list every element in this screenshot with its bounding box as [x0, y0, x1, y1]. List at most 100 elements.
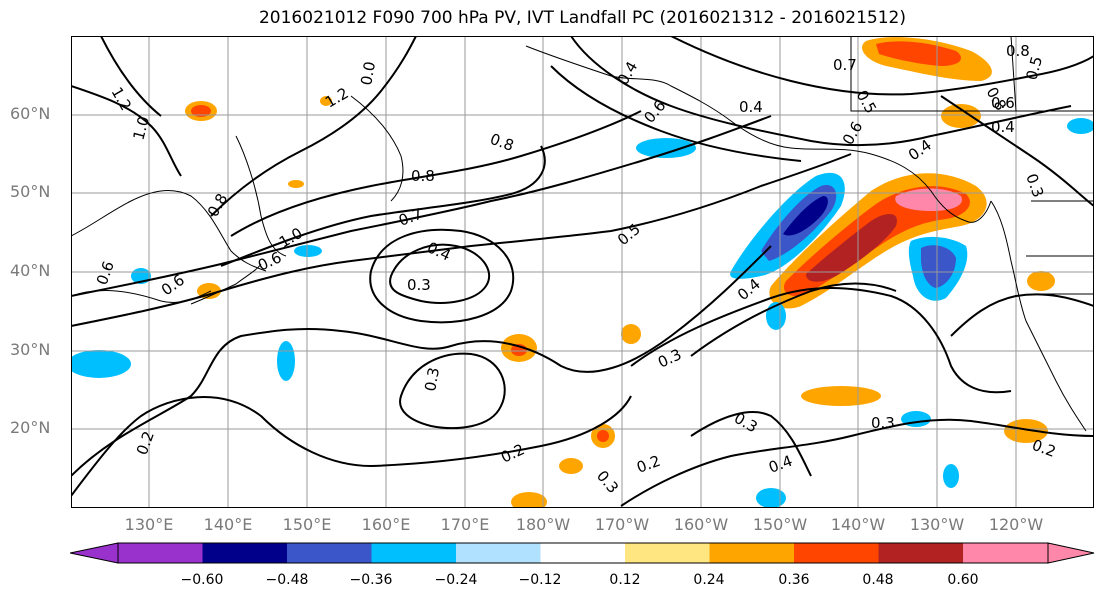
contour-label: 0.7 [833, 56, 857, 74]
colorbar-tick-label: −0.24 [434, 572, 478, 588]
contour-label: 0.4 [614, 58, 642, 88]
lat-label: 40°N [10, 261, 51, 280]
colorbar-tick-label: 0.24 [693, 572, 725, 588]
contour-02-south-2 [71, 245, 772, 477]
contour-label: 0.2 [634, 452, 663, 477]
map-panel[interactable]: 1.2 1.0 0.8 0.8 0.6 0.6 0.6 0.7 0.4 0.3 … [71, 36, 1094, 508]
contour-label: 1.2 [108, 84, 136, 114]
negative-blob-1 [71, 350, 131, 378]
lon-label: 120°W [988, 515, 1044, 534]
lon-label: 160°W [673, 515, 729, 534]
lon-label: 180°W [515, 515, 571, 534]
contour-label: 0.3 [871, 414, 895, 432]
contour-alaska [670, 36, 1094, 96]
colorbar-tick-label: −0.60 [180, 572, 224, 588]
colorbar-tick-label: −0.12 [518, 572, 562, 588]
colorbar [70, 542, 1095, 564]
contour-label: 0.0 [357, 60, 379, 87]
colorbar-tick-label: −0.48 [265, 572, 309, 588]
colorbar-segment [456, 543, 541, 563]
negative-blob-7 [756, 488, 786, 508]
contour-10-b [71, 85, 182, 177]
contour-sub-east [620, 418, 1094, 507]
contour-label: 0.6 [93, 259, 118, 288]
contour-label: 1.0 [129, 114, 153, 142]
colorbar-segment [202, 543, 287, 563]
colorbar-segment [878, 543, 963, 563]
negative-blob-6 [943, 464, 959, 488]
contour-label: 0.3 [655, 345, 684, 371]
contour-04-loop [369, 228, 515, 324]
contour-north-pacific [570, 36, 1072, 147]
pv-contours [71, 36, 1094, 507]
contour-label: 0.6 [158, 271, 188, 299]
contour-label: 0.4 [424, 238, 453, 264]
lat-label: 60°N [10, 104, 51, 123]
colorbar-segment [371, 543, 456, 563]
colorbar-segment [540, 543, 625, 563]
map-title: 2016021012 F090 700 hPa PV, IVT Landfall… [258, 8, 906, 28]
lat-label: 20°N [10, 418, 51, 437]
positive-anomaly-ne-pacific-strong [806, 214, 897, 282]
lon-label: 140°W [830, 515, 886, 534]
contour-label: 0.8 [411, 167, 435, 185]
positive-blob-13 [288, 180, 304, 188]
negative-blob-2 [277, 341, 295, 381]
colorbar-outline [117, 542, 1049, 564]
contour-coast [950, 293, 1094, 337]
lat-label: 30°N [10, 340, 51, 359]
positive-blob-8 [1004, 419, 1048, 443]
lon-label: 130°E [124, 515, 174, 534]
lat-label: 50°N [10, 182, 51, 201]
contour-03-east [630, 287, 1012, 394]
positive-blob-1-core [191, 105, 211, 117]
contour-label: 0.6 [991, 94, 1015, 112]
lon-label: 130°W [909, 515, 965, 534]
colorbar-segment [963, 543, 1048, 563]
negative-blob-8 [294, 245, 322, 257]
contour-04-east [690, 282, 897, 357]
contour-03-loop [399, 352, 506, 430]
contour-label: 0.6 [640, 97, 669, 127]
contour-northeast [940, 95, 1094, 207]
lon-label: 150°E [282, 515, 332, 534]
contour-label: 0.3 [421, 366, 443, 393]
contour-label: 0.3 [593, 467, 622, 497]
contour-sub-east-2 [690, 411, 812, 477]
contour-05 [71, 153, 852, 327]
contour-07 [220, 145, 546, 267]
colorbar-segment [118, 543, 203, 563]
contour-label: 0.6 [839, 118, 867, 148]
contour-label: 0.4 [739, 98, 763, 116]
contour-label: 0.8 [204, 190, 232, 220]
positive-blob-9 [941, 104, 981, 128]
positive-blob-3-core [597, 430, 609, 442]
contour-label: 0.2 [1030, 436, 1059, 461]
contour-label: 0.5 [853, 87, 881, 117]
contour-label: 0.2 [133, 429, 158, 458]
colorbar-tick-label: −0.36 [349, 572, 393, 588]
contour-label: 1.2 [322, 84, 352, 112]
positive-blob-6 [621, 324, 641, 344]
positive-blob-7 [801, 386, 881, 406]
contour-12 [100, 36, 162, 117]
positive-blob-4 [511, 492, 547, 508]
lon-label: 140°E [203, 515, 253, 534]
contour-06 [71, 115, 772, 297]
colorbar-segment [709, 543, 794, 563]
positive-anomaly-ne-pacific-max [895, 188, 962, 211]
contour-02-south [71, 395, 632, 497]
positive-blob-11 [1027, 271, 1055, 291]
map-canvas: 1.2 1.0 0.8 0.8 0.6 0.6 0.6 0.7 0.4 0.3 … [71, 36, 1094, 508]
colorbar-tick-label: 0.12 [609, 572, 641, 588]
contour-10 [210, 36, 417, 217]
contour-label: 0.8 [1006, 42, 1030, 60]
contour-label: 0.4 [991, 118, 1015, 136]
colorbar-tick-label: 0.36 [778, 572, 810, 588]
colorbar-tick-label: 0.60 [947, 572, 979, 588]
contour-label: 0.3 [1022, 171, 1047, 200]
colorbar-tick-label: 0.48 [862, 572, 894, 588]
colorbar-segment [794, 543, 879, 563]
contour-label: 0.4 [766, 452, 795, 477]
contour-label: 0.5 [1022, 54, 1046, 82]
